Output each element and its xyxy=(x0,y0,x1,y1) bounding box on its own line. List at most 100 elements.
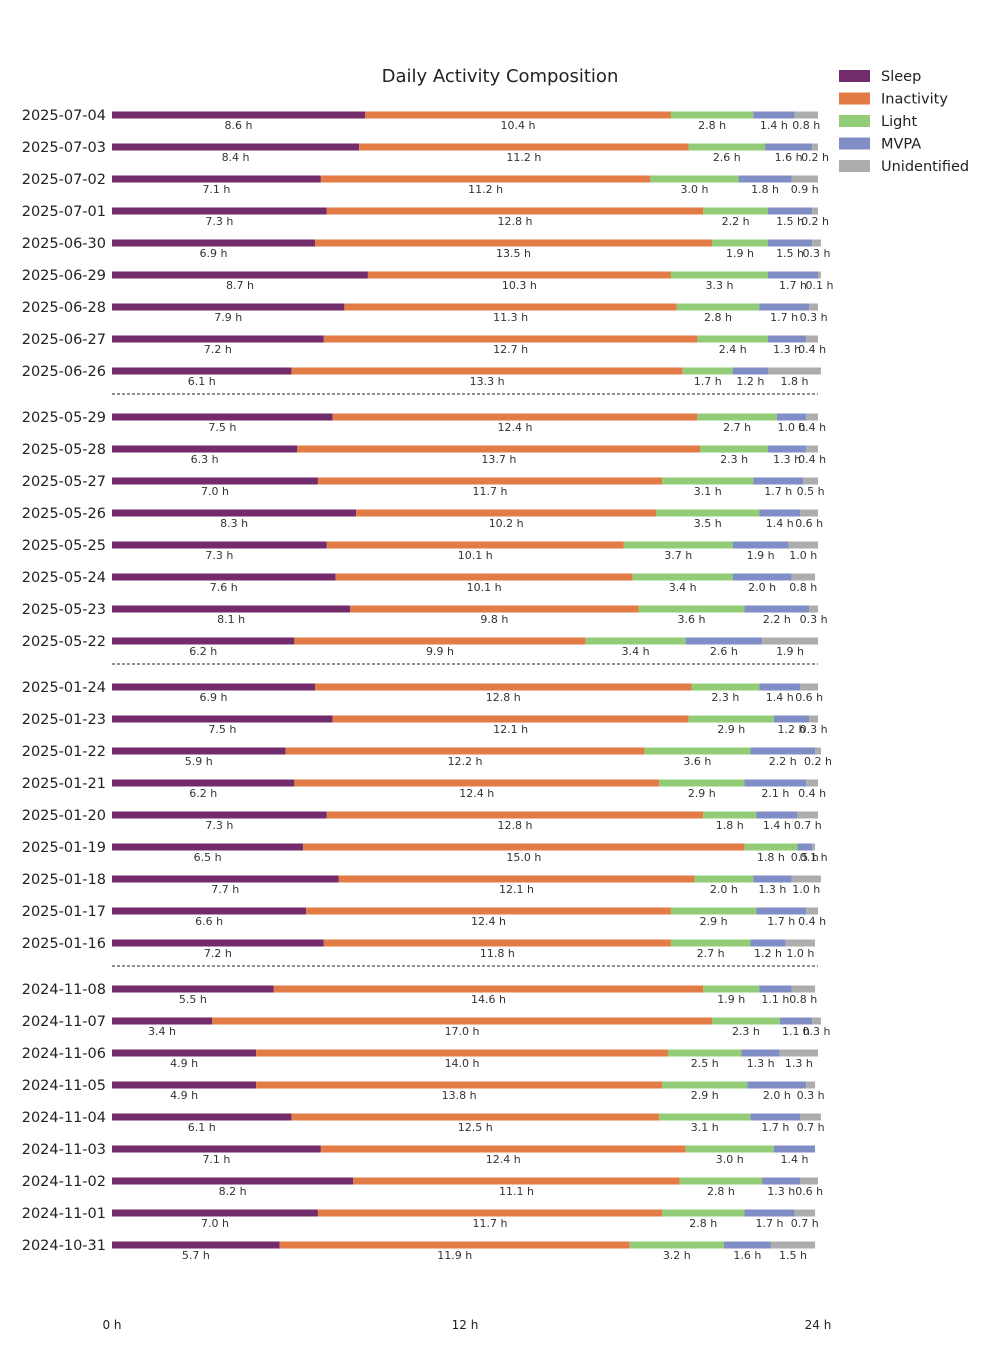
bar-segment-unidentified xyxy=(788,541,818,549)
value-label-inactivity: 12.7 h xyxy=(493,343,528,356)
value-label-mvpa: 1.4 h xyxy=(760,119,788,132)
bar-segment-unidentified xyxy=(794,1209,816,1217)
value-label-inactivity: 14.6 h xyxy=(471,993,506,1006)
bar-segment-light xyxy=(682,367,733,375)
bar-segment-mvpa xyxy=(797,843,813,851)
value-label-sleep: 3.4 h xyxy=(148,1025,176,1038)
bar-segment-unidentified xyxy=(791,985,816,993)
row-2025-05-23: 2025-05-23 8.1 h 9.8 h 3.6 h 2.2 h 0.3 h xyxy=(22,602,828,626)
bar-segment-light xyxy=(662,477,754,485)
date-label: 2025-05-26 xyxy=(22,506,106,522)
value-label-inactivity: 13.5 h xyxy=(496,247,531,260)
value-label-inactivity: 12.4 h xyxy=(486,1153,521,1166)
value-label-inactivity: 15.0 h xyxy=(506,851,541,864)
group-separators xyxy=(112,393,818,967)
value-label-unidentified: 0.7 h xyxy=(794,819,822,832)
bar-segment-inactivity xyxy=(256,1081,663,1089)
row-2025-05-28: 2025-05-28 6.3 h 13.7 h 2.3 h 1.3 h0.4 h xyxy=(22,442,826,466)
value-label-mvpa: 1.6 h xyxy=(733,1249,761,1262)
bar-segment-light xyxy=(688,143,766,151)
bar-segment-sleep xyxy=(112,1209,318,1217)
bar-segment-inactivity xyxy=(273,985,704,993)
bar-segment-inactivity xyxy=(291,367,683,375)
value-label-mvpa: 1.4 h xyxy=(766,691,794,704)
date-label: 2025-01-19 xyxy=(22,840,106,856)
value-label-unidentified: 0.3 h xyxy=(797,1089,825,1102)
bar-segment-inactivity xyxy=(364,111,671,119)
value-label-mvpa: 2.2 h xyxy=(763,613,791,626)
bar-segment-light xyxy=(670,111,754,119)
bar-segment-inactivity xyxy=(332,715,689,723)
date-label: 2025-07-03 xyxy=(22,140,106,156)
bar-segment-sleep xyxy=(112,1113,292,1121)
bar-segment-unidentified xyxy=(770,1241,816,1249)
value-label-light: 1.8 h xyxy=(716,819,744,832)
bar-segment-sleep xyxy=(112,605,351,613)
date-label: 2025-05-27 xyxy=(22,474,106,490)
value-label-light: 3.0 h xyxy=(716,1153,744,1166)
bar-segment-unidentified xyxy=(767,367,821,375)
date-label: 2025-05-24 xyxy=(22,570,106,586)
bar-segment-mvpa xyxy=(756,907,807,915)
value-label-inactivity: 11.2 h xyxy=(506,151,541,164)
row-2024-11-06: 2024-11-06 4.9 h 14.0 h 2.5 h 1.3 h 1.3 h xyxy=(22,1046,818,1070)
bar-segment-inactivity xyxy=(353,1177,680,1185)
bar-segment-unidentified xyxy=(809,303,818,311)
bar-segment-unidentified xyxy=(806,445,818,453)
bar-segment-inactivity xyxy=(294,779,660,787)
row-2024-10-31: 2024-10-31 5.7 h 11.9 h 3.2 h 1.6 h 1.5 h xyxy=(22,1238,816,1262)
legend-swatch-sleep xyxy=(839,70,870,82)
date-label: 2025-01-16 xyxy=(22,936,106,952)
bar-segment-inactivity xyxy=(338,875,695,883)
value-label-inactivity: 12.8 h xyxy=(498,215,533,228)
row-2025-07-04: 2025-07-04 8.6 h 10.4 h 2.8 h 1.4 h 0.8 h xyxy=(22,108,821,132)
bar-segment-light xyxy=(659,1113,751,1121)
bar-segment-light xyxy=(667,1049,742,1057)
value-label-mvpa: 1.5 h xyxy=(776,215,804,228)
value-label-sleep: 7.7 h xyxy=(211,883,239,896)
value-label-sleep: 7.5 h xyxy=(208,723,236,736)
value-label-unidentified: 0.1 h xyxy=(805,279,833,292)
bar-segment-inactivity xyxy=(326,207,704,215)
bar-segment-sleep xyxy=(112,367,292,375)
value-label-mvpa: 1.7 h xyxy=(767,915,795,928)
bar-segment-sleep xyxy=(112,811,327,819)
value-label-unidentified: 0.4 h xyxy=(798,343,826,356)
value-label-mvpa: 1.4 h xyxy=(763,819,791,832)
bar-segment-sleep xyxy=(112,1177,354,1185)
date-label: 2025-01-22 xyxy=(22,744,106,760)
value-label-unidentified: 1.0 h xyxy=(792,883,820,896)
value-label-sleep: 5.7 h xyxy=(182,1249,210,1262)
bar-segment-mvpa xyxy=(759,985,792,993)
bar-segment-light xyxy=(629,1241,724,1249)
bar-segment-sleep xyxy=(112,907,307,915)
value-label-light: 1.9 h xyxy=(726,247,754,260)
value-label-inactivity: 12.8 h xyxy=(486,691,521,704)
value-label-unidentified: 1.8 h xyxy=(780,375,808,388)
date-label: 2025-05-28 xyxy=(22,442,106,458)
value-label-mvpa: 2.6 h xyxy=(710,645,738,658)
bar-segment-unidentified xyxy=(809,605,818,613)
bar-segment-inactivity xyxy=(212,1017,713,1025)
value-label-light: 3.7 h xyxy=(664,549,692,562)
bar-segment-light xyxy=(659,779,745,787)
date-label: 2025-05-29 xyxy=(22,410,106,426)
value-label-inactivity: 10.1 h xyxy=(458,549,493,562)
legend-label-sleep: Sleep xyxy=(881,69,921,85)
x-tick-label: 24 h xyxy=(805,1318,832,1332)
row-2025-05-27: 2025-05-27 7.0 h 11.7 h 3.1 h 1.7 h 0.5 h xyxy=(22,474,825,498)
row-2025-06-29: 2025-06-29 8.7 h 10.3 h 3.3 h 1.7 h0.1 h xyxy=(22,268,834,292)
bar-segment-unidentified xyxy=(794,111,818,119)
bar-segment-inactivity xyxy=(306,907,671,915)
value-label-mvpa: 1.7 h xyxy=(761,1121,789,1134)
value-label-light: 2.9 h xyxy=(700,915,728,928)
value-label-inactivity: 11.1 h xyxy=(499,1185,534,1198)
date-label: 2025-01-17 xyxy=(22,904,106,920)
bar-segment-sleep xyxy=(112,207,327,215)
value-label-light: 3.3 h xyxy=(705,279,733,292)
bar-segment-mvpa xyxy=(756,811,798,819)
value-label-mvpa: 1.4 h xyxy=(780,1153,808,1166)
bar-segment-inactivity xyxy=(350,605,639,613)
value-label-light: 2.7 h xyxy=(723,421,751,434)
bar-segment-sleep xyxy=(112,271,368,279)
